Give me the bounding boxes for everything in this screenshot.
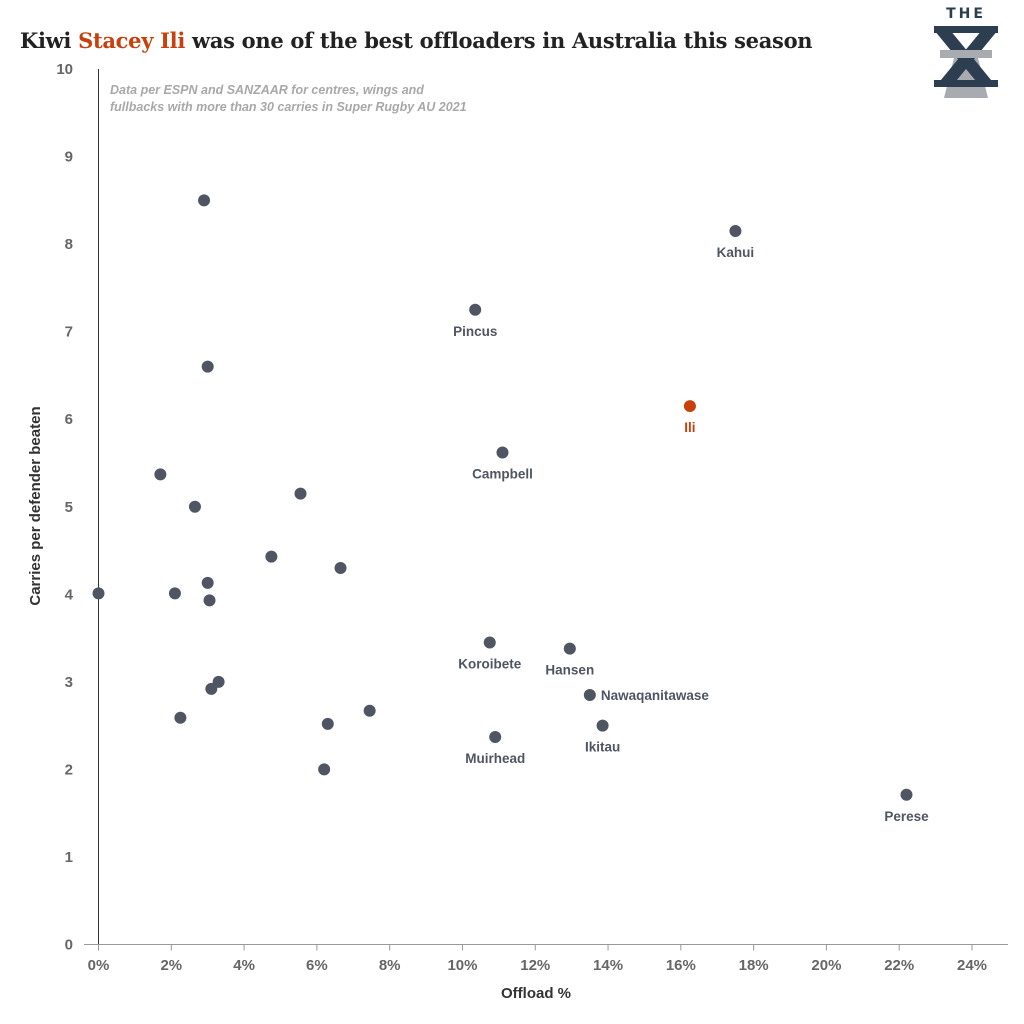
data-point <box>168 587 181 600</box>
data-point-perese <box>900 788 913 801</box>
x-tick-label: 0% <box>88 957 110 974</box>
x-tick-label: 16% <box>666 957 696 974</box>
data-point-kahui <box>729 224 742 237</box>
x-tick-label: 8% <box>379 957 401 974</box>
y-tick-label: 8 <box>65 236 73 253</box>
x-tick-label: 2% <box>160 957 182 974</box>
data-point <box>265 550 278 563</box>
point-label-muirhead: Muirhead <box>465 751 525 766</box>
x-tick-label: 22% <box>884 957 914 974</box>
point-label-ikitau: Ikitau <box>585 740 620 755</box>
y-axis-title: Carries per defender beaten <box>27 406 44 605</box>
the-xv-logo: THE <box>930 6 1002 98</box>
data-point <box>174 711 187 724</box>
y-tick-label: 3 <box>65 674 73 691</box>
title-prefix: Kiwi <box>20 28 79 53</box>
y-tick-label: 0 <box>65 937 73 954</box>
title-suffix: was one of the best offloaders in Austra… <box>185 28 813 53</box>
y-tick-label: 5 <box>65 499 73 516</box>
data-point <box>201 576 214 589</box>
x-axis-title: Offload % <box>501 985 571 1002</box>
annotation-line-1: Data per ESPN and SANZAAR for centres, w… <box>110 83 424 97</box>
data-point <box>201 360 214 373</box>
point-label-pincus: Pincus <box>453 324 497 339</box>
x-tick-label: 10% <box>447 957 477 974</box>
data-point <box>334 562 347 575</box>
data-point <box>321 717 334 730</box>
data-point-ikitau <box>596 719 609 732</box>
data-point-pincus <box>469 303 482 316</box>
y-tick-label: 2 <box>65 761 73 778</box>
y-tick-label: 1 <box>65 849 73 866</box>
title-highlight: Stacey Ili <box>78 28 186 53</box>
data-point-nawaqanitawase <box>583 688 596 701</box>
point-label-koroibete: Koroibete <box>458 656 521 671</box>
data-point-koroibete <box>483 636 496 649</box>
data-point-hansen <box>563 642 576 655</box>
data-point-ili <box>683 400 696 413</box>
x-tick-label: 14% <box>593 957 623 974</box>
data-point <box>363 704 376 717</box>
x-tick-label: 4% <box>233 957 255 974</box>
x-tick-label: 20% <box>811 957 841 974</box>
point-label-campbell: Campbell <box>472 466 533 481</box>
x-tick-label: 12% <box>520 957 550 974</box>
data-point <box>203 594 216 607</box>
chart-axes <box>84 69 1008 945</box>
data-point <box>198 194 211 207</box>
chart-title: Kiwi Stacey Ili was one of the best offl… <box>20 28 813 53</box>
x-tick-label: 24% <box>957 957 987 974</box>
y-tick-label: 10 <box>56 61 73 78</box>
logo-text: THE <box>946 6 986 22</box>
data-point <box>318 763 331 776</box>
data-point <box>205 682 218 695</box>
x-tick-label: 18% <box>739 957 769 974</box>
point-label-ili: Ili <box>684 420 695 435</box>
chart-points: Kahui Pincus Ili Campbell Koroibete Hansen Naw… <box>92 194 929 824</box>
x-tick-label: 6% <box>306 957 328 974</box>
annotation-line-2: fullbacks with more than 30 carries in S… <box>110 100 467 114</box>
data-point-muirhead <box>489 731 502 744</box>
data-point-campbell <box>496 446 509 459</box>
y-tick-label: 4 <box>65 586 74 603</box>
data-point <box>92 587 105 600</box>
data-point <box>294 487 307 500</box>
point-label-perese: Perese <box>884 809 929 824</box>
y-tick-label: 6 <box>65 411 73 428</box>
point-label-nawaqanitawase: Nawaqanitawase <box>601 688 710 703</box>
chart-ticks: 0% 2% 4% 6% 8% 10% 12% 14% 16% 18% 20% 22% 24% 0 1 2 3 4 5… <box>56 61 987 974</box>
y-tick-label: 9 <box>65 149 73 166</box>
the-xv-logo-icon <box>934 26 998 98</box>
point-label-kahui: Kahui <box>717 245 755 260</box>
data-point <box>188 500 201 513</box>
y-tick-label: 7 <box>65 324 73 341</box>
point-label-hansen: Hansen <box>545 663 594 678</box>
data-point <box>154 468 167 481</box>
